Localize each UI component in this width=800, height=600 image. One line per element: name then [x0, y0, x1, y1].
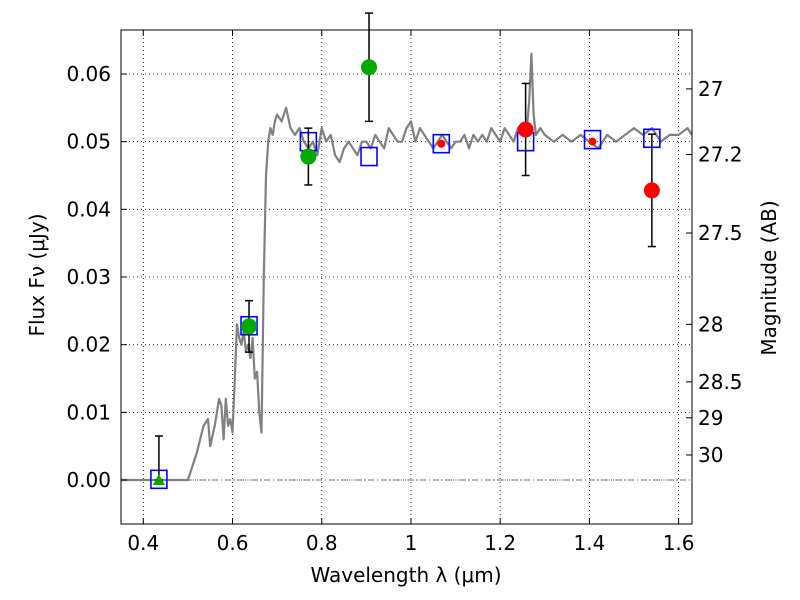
ground-point-small: [588, 137, 597, 146]
y-tick-label: 0.01: [66, 400, 111, 424]
ground-point: [517, 121, 534, 138]
hst-upper-limit-marker: [152, 474, 165, 486]
axis-ticks: 0.4 0.6 0.8 1 1.2 1.4 1.6 0.00 0.01 0.02 0.03 0.04 0…: [66, 30, 743, 555]
y-tick-label: 0.00: [66, 468, 111, 492]
model-photometry-square: [432, 133, 451, 154]
hst-point: [241, 318, 258, 335]
model-photometry-square: [583, 129, 602, 150]
right-tick-label: 28.5: [698, 370, 743, 394]
y-tick-label: 0.06: [66, 62, 111, 86]
right-tick-label: 28: [698, 312, 723, 336]
y-axis-label: Flux Fν (μJy): [25, 213, 49, 336]
right-tick-label: 27.5: [698, 221, 743, 245]
plot-frame: [120, 29, 693, 525]
hst-point: [361, 59, 378, 76]
x-tick-label: 0.8: [306, 531, 338, 555]
model-spectrum: [121, 52, 693, 482]
model-spectrum-line: [121, 52, 693, 482]
y-tick-label: 0.05: [66, 130, 111, 154]
y-tick-label: 0.04: [66, 197, 111, 221]
hst-point: [300, 148, 317, 165]
ground-point-small: [437, 139, 446, 148]
model-photometry-square: [360, 146, 378, 167]
y-tick-label: 0.03: [66, 265, 111, 289]
x-tick-label: 0.6: [217, 531, 249, 555]
x-tick-label: 1.4: [573, 531, 605, 555]
right-tick-label: 27.2: [698, 143, 743, 167]
x-tick-label: 1.2: [484, 531, 516, 555]
grid: [121, 30, 692, 524]
x-tick-label: 1.6: [663, 531, 695, 555]
right-tick-label: 29: [698, 406, 723, 430]
right-tick-label: 30: [698, 443, 723, 467]
x-tick-label: 1: [405, 531, 418, 555]
x-tick-label: 0.4: [127, 531, 159, 555]
right-tick-label: 27: [698, 77, 723, 101]
ground-point: [643, 182, 660, 199]
x-axis-label: Wavelength λ (μm): [310, 563, 501, 587]
data-points: [150, 12, 661, 490]
y-tick-label: 0.02: [66, 333, 111, 357]
right-axis-label: Magnitude (AB): [757, 200, 781, 355]
